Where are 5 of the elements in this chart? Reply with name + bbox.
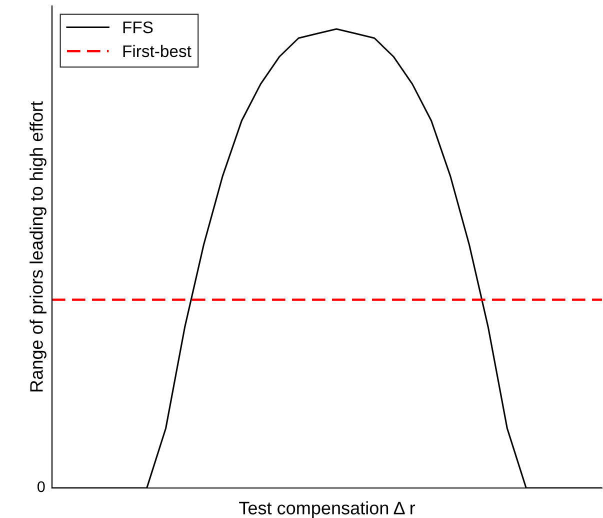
y-axis-title: Range of priors leading to high effort (30, 101, 46, 392)
legend-label: FFS (123, 21, 153, 34)
legend-label: First-best (123, 44, 192, 58)
text: 0 (38, 481, 45, 492)
x-axis-title: Test compensation Δ r (239, 501, 416, 518)
